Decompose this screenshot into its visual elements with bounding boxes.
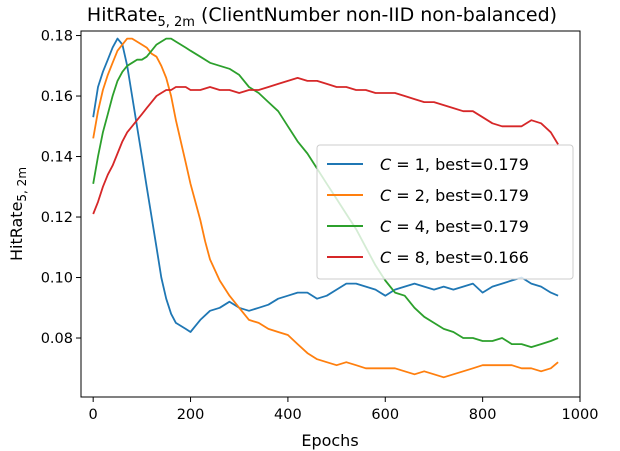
x-tick-label: 400 (274, 407, 302, 423)
series-layer (92, 37, 559, 379)
chart-title-rest: (ClientNumber non-IID non-balanced) (195, 4, 557, 26)
x-tick-label: 800 (469, 407, 497, 423)
x-tick-label: 0 (89, 407, 98, 423)
y-tick-label: 0.10 (41, 271, 73, 287)
chart-title-subscript: 5, 2m (158, 15, 195, 30)
legend-label-variable: C (380, 155, 392, 174)
legend-label-variable: C (380, 217, 392, 236)
legend-label-2: C = 2, best=0.179 (380, 186, 529, 205)
chart-title-main: HitRate (87, 4, 158, 26)
y-tick-label: 0.16 (41, 89, 73, 105)
y-ticks: 0.08 0.10 0.12 0.14 0.16 0.18 (41, 29, 81, 347)
legend-label-variable: C (380, 248, 392, 267)
series-line-4 (92, 77, 559, 215)
x-tick-label: 1000 (562, 407, 599, 423)
x-axis-label: Epochs (301, 431, 358, 450)
y-tick-label: 0.08 (41, 331, 73, 347)
legend-label-3: C = 4, best=0.179 (380, 217, 529, 236)
series-line-1 (92, 37, 559, 333)
y-axis-label: HitRate5, 2m (7, 167, 29, 261)
legend-label-1: C = 1, best=0.179 (380, 155, 529, 174)
plot-frame (80, 30, 581, 398)
x-tick-label: 600 (371, 407, 399, 423)
y-axis-label-main: HitRate (7, 202, 26, 261)
series-line-2 (92, 37, 559, 379)
plot-area: 0 200 400 600 800 1000 0.080.100.120.140.160.… (41, 29, 599, 423)
legend-label-variable: C (380, 186, 392, 205)
y-tick-label: 0.14 (41, 150, 73, 166)
legend-label-text: = 4, best=0.179 (391, 217, 529, 236)
legend-label-4: C = 8, best=0.166 (380, 248, 529, 267)
y-axis-label-subscript: 5, 2m (15, 167, 29, 202)
legend-label-text: = 8, best=0.166 (391, 248, 529, 267)
legend-box (316, 144, 574, 280)
series-line-3 (92, 37, 559, 349)
x-tick-label: 200 (177, 407, 205, 423)
y-tick-label: 0.18 (41, 29, 73, 45)
y-tick-label: 0.12 (41, 210, 73, 226)
legend-label-text: = 2, best=0.179 (391, 186, 529, 205)
chart-title: HitRate5, 2m (ClientNumber non-IID non-b… (87, 4, 557, 30)
x-ticks: 0 200 400 600 800 1000 (89, 397, 599, 423)
legend-label-text: = 1, best=0.179 (391, 155, 529, 174)
